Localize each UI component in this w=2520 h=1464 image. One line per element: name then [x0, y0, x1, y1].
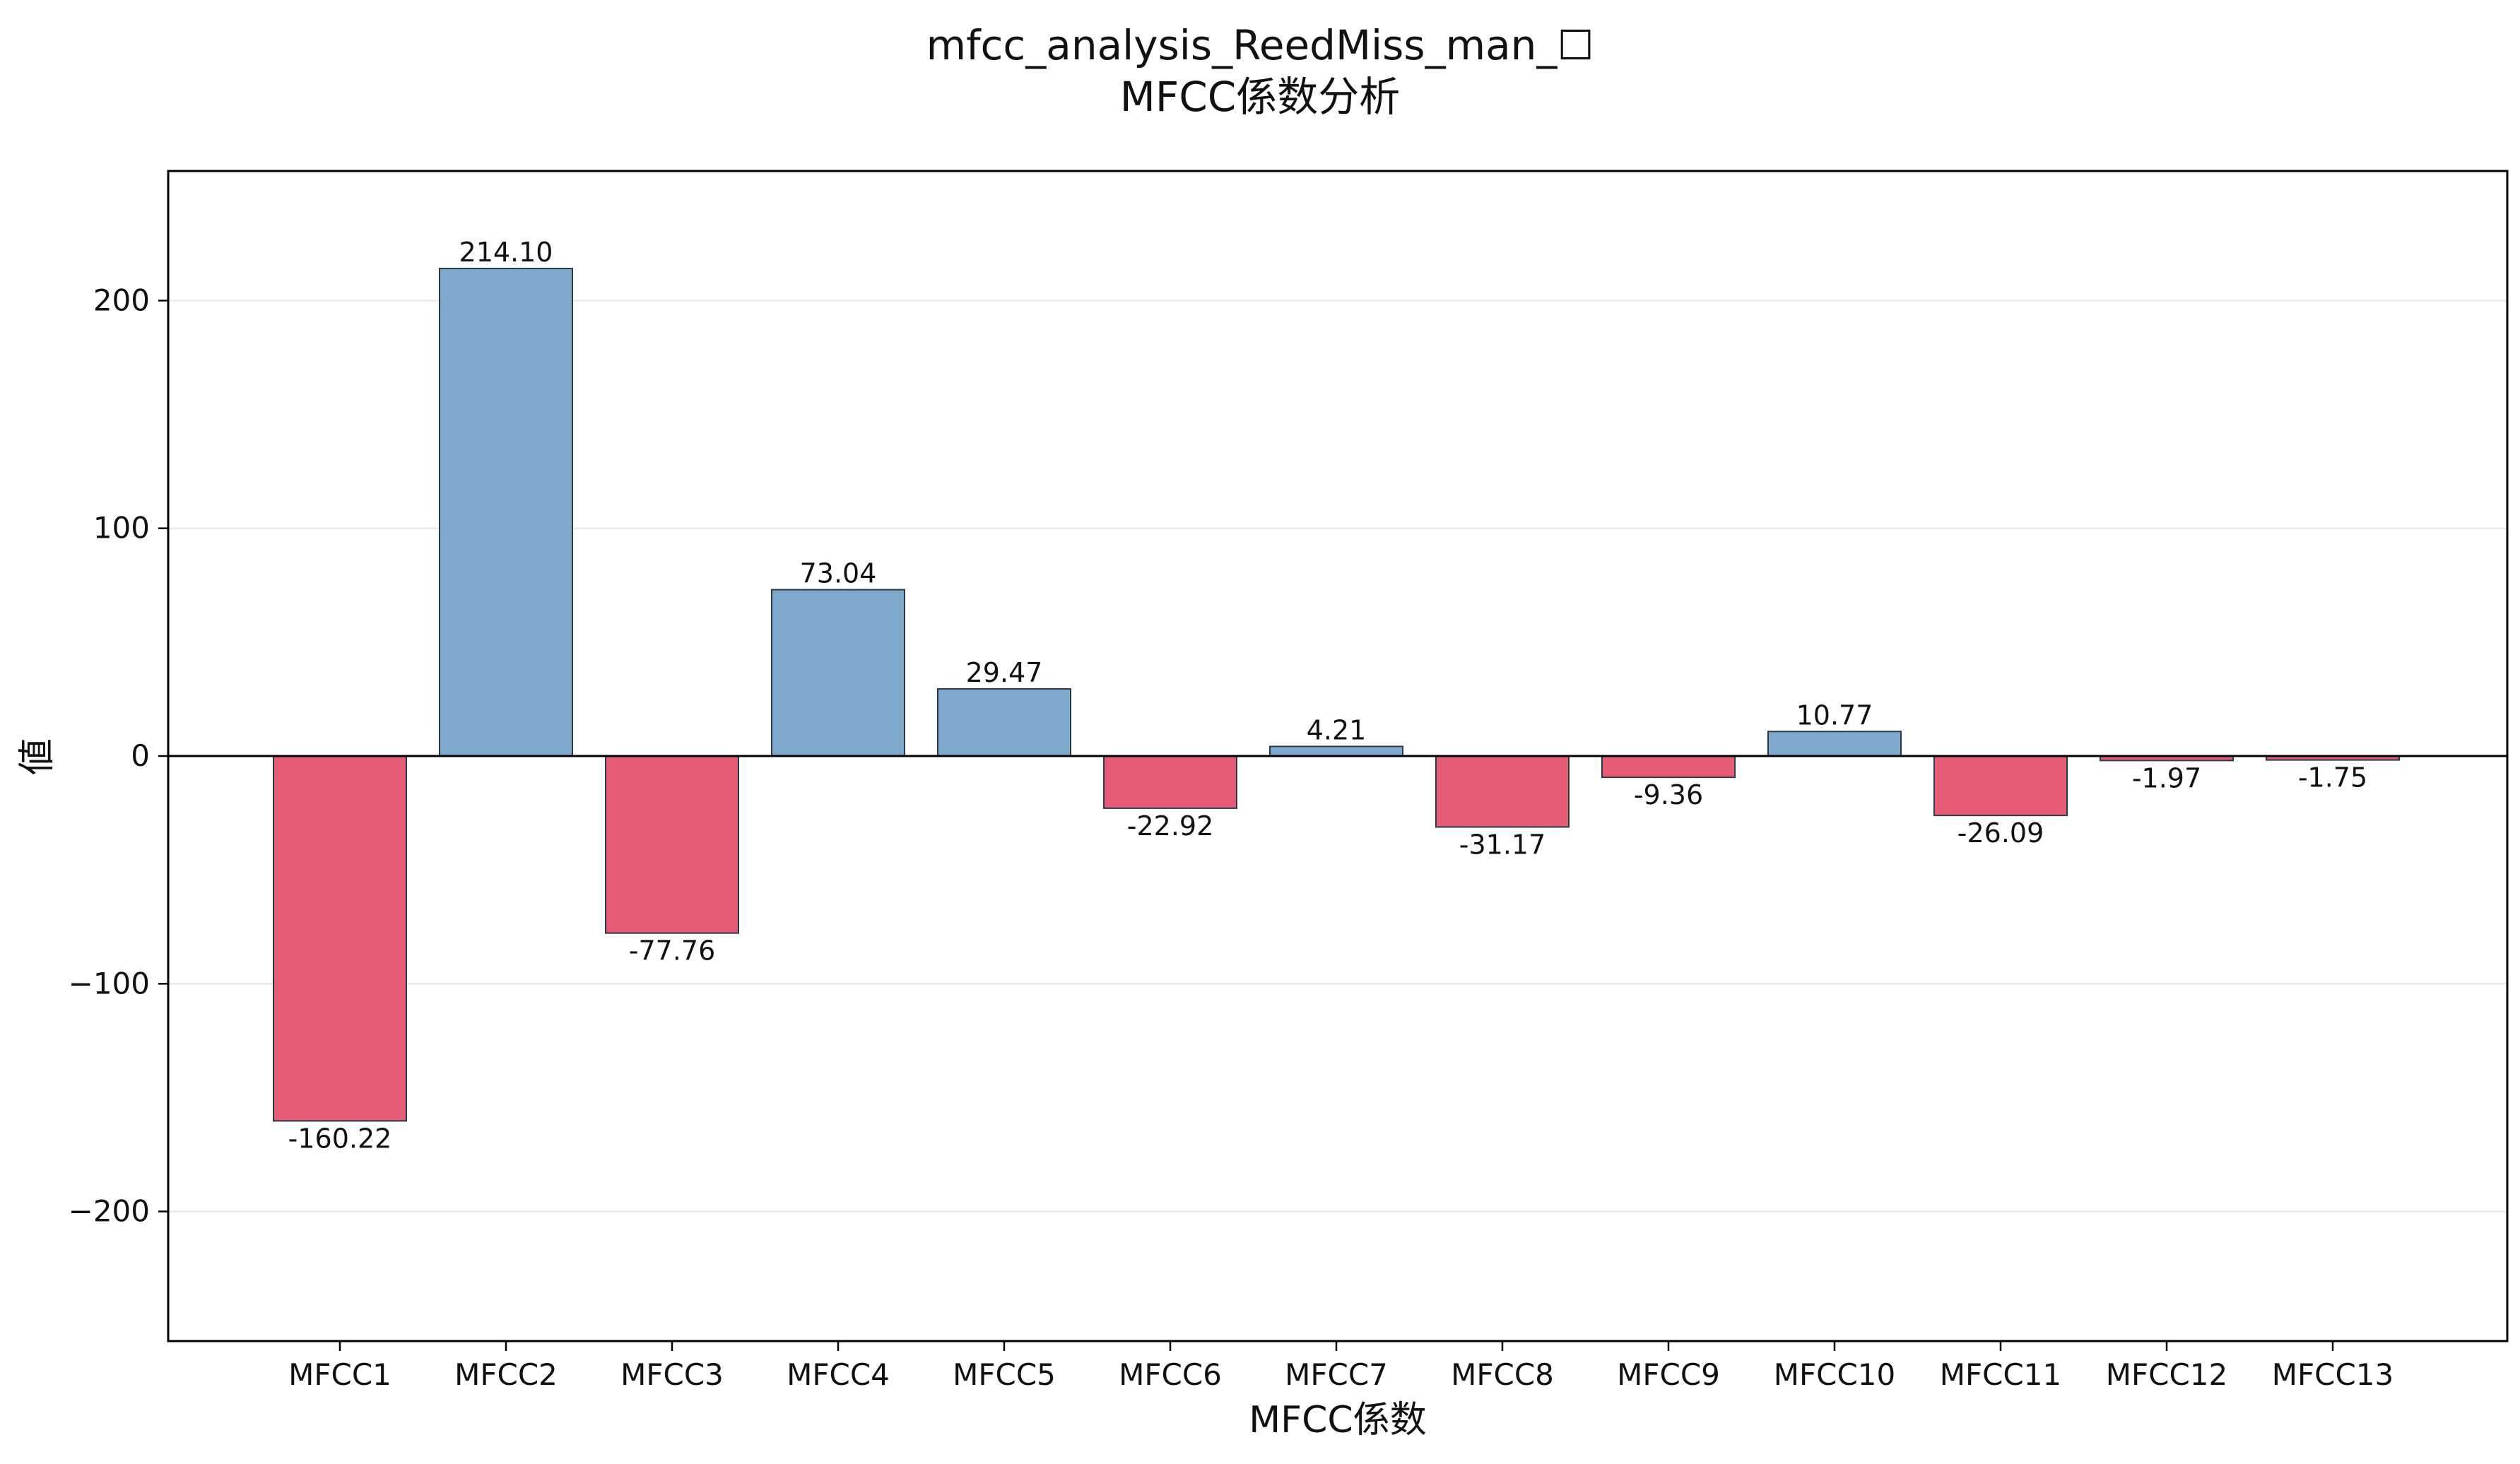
data-label: 73.04 [800, 558, 877, 589]
bar-mfcc8 [1435, 755, 1570, 828]
bar-mfcc5 [937, 688, 1071, 757]
x-tick-label: MFCC1 [288, 1357, 391, 1392]
x-tick-label: MFCC8 [1451, 1357, 1554, 1392]
data-label: -160.22 [288, 1123, 392, 1154]
data-label: -1.75 [2298, 762, 2367, 793]
bar-mfcc3 [605, 755, 739, 934]
x-axis-label: MFCC係数 [1249, 1399, 1426, 1441]
bar-mfcc1 [273, 755, 407, 1122]
bar-mfcc9 [1601, 755, 1736, 779]
y-tick-label: 0 [131, 738, 150, 773]
y-axis-label: 値 [16, 738, 59, 775]
x-tick-label: MFCC13 [2272, 1357, 2394, 1392]
data-label: -77.76 [629, 935, 716, 967]
y-tick-label: 200 [93, 283, 150, 317]
bar-mfcc7 [1269, 745, 1403, 757]
x-tick-label: MFCC5 [953, 1357, 1056, 1392]
x-axis-ticks: MFCC1 MFCC2 MFCC3 MFCC4 MFCC5 MFCC6 MFCC7 MFCC8… [288, 1341, 2394, 1392]
bar-mfcc11 [1933, 755, 2068, 817]
bar-mfcc4 [771, 589, 905, 757]
x-tick-label: MFCC12 [2106, 1357, 2228, 1392]
data-label: -9.36 [1634, 779, 1703, 810]
data-label: 4.21 [1307, 714, 1367, 745]
data-label: 214.10 [459, 237, 553, 268]
x-tick-label: MFCC2 [454, 1357, 558, 1392]
data-label: -1.97 [2132, 762, 2201, 793]
y-tick-label: −200 [69, 1194, 150, 1229]
x-tick-label: MFCC10 [1774, 1357, 1896, 1392]
y-axis-ticks: −200 −100 0 100 200 [69, 283, 168, 1229]
chart-title-line2: MFCC係数分析 [1120, 73, 1400, 121]
bar-mfcc2 [439, 267, 573, 757]
data-label: -26.09 [1957, 817, 2044, 849]
bar-mfcc10 [1767, 731, 1902, 757]
x-tick-label: MFCC6 [1119, 1357, 1222, 1392]
x-tick-label: MFCC9 [1617, 1357, 1720, 1392]
data-labels: -160.22 214.10 -77.76 73.04 29.47 -22.92 4.21 -… [288, 237, 2368, 1154]
bar-mfcc6 [1103, 755, 1237, 809]
y-tick-label: 100 [93, 511, 150, 545]
x-tick-label: MFCC11 [1940, 1357, 2062, 1392]
x-tick-label: MFCC3 [620, 1357, 724, 1392]
y-tick-label: −100 [69, 966, 150, 1000]
data-label: 10.77 [1796, 699, 1873, 731]
x-tick-label: MFCC7 [1285, 1357, 1388, 1392]
data-label: -31.17 [1459, 829, 1546, 860]
chart-title-line1: mfcc_analysis_ReedMiss_man_☐ [926, 21, 1594, 69]
data-label: -22.92 [1127, 810, 1214, 842]
x-tick-label: MFCC4 [787, 1357, 890, 1392]
data-label: 29.47 [966, 657, 1043, 688]
bars [273, 267, 2400, 1122]
